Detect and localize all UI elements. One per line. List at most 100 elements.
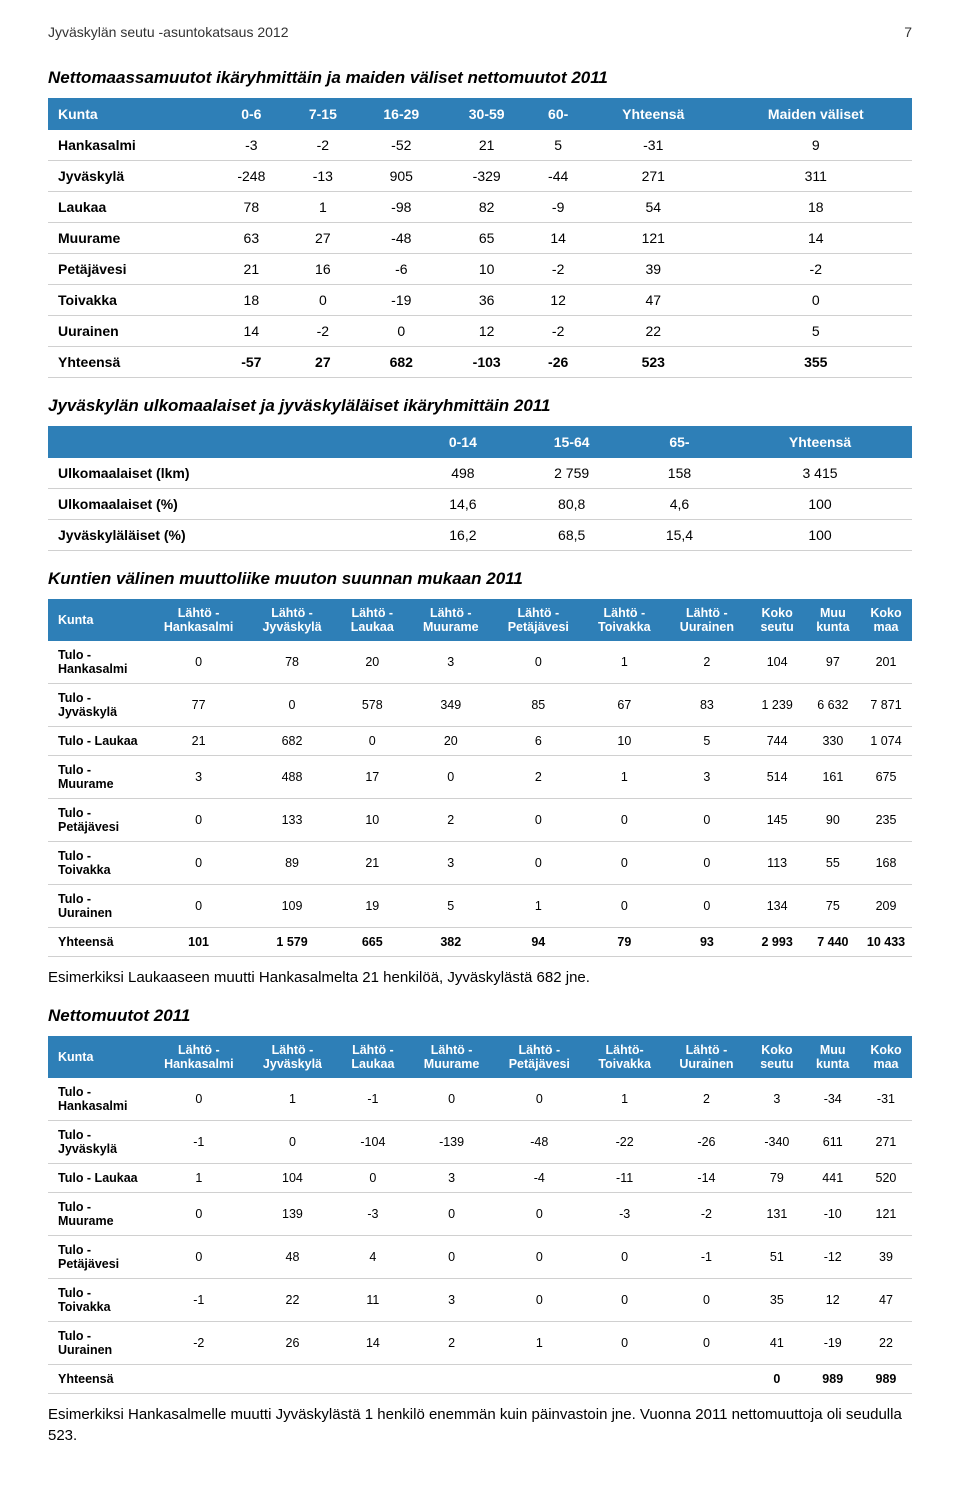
- column-header: 60-: [529, 98, 587, 130]
- table-cell: -57: [216, 347, 288, 378]
- table-cell: 54: [587, 192, 720, 223]
- column-header: Lähtö - Muurame: [409, 1036, 494, 1078]
- table-cell: 3: [408, 641, 493, 684]
- table-cell: 0: [665, 885, 748, 928]
- table-cell: 16,2: [413, 520, 512, 551]
- table-cell: 0: [248, 684, 336, 727]
- table-cell: 63: [216, 223, 288, 254]
- table-cell: -19: [806, 1322, 860, 1365]
- table-cell: 488: [248, 756, 336, 799]
- table-cell: 47: [587, 285, 720, 316]
- table-cell: 3: [409, 1164, 494, 1193]
- column-header: Lähtö - Muurame: [408, 599, 493, 641]
- table-cell: 161: [806, 756, 860, 799]
- table-cell: 0: [149, 1078, 248, 1121]
- table-cell: Tulo - Petäjävesi: [48, 1236, 149, 1279]
- table-cell: 14: [529, 223, 587, 254]
- table-cell: 3: [665, 756, 748, 799]
- table-cell: Muurame: [48, 223, 216, 254]
- table-cell: 675: [860, 756, 912, 799]
- table-cell: 0: [493, 641, 583, 684]
- table-cell: -103: [444, 347, 529, 378]
- table-cell: -9: [529, 192, 587, 223]
- section3-caption: Esimerkiksi Laukaaseen muutti Hankasalme…: [48, 967, 912, 988]
- table-row: Muurame6327-48651412114: [48, 223, 912, 254]
- table-cell: 79: [583, 928, 665, 957]
- table-cell: -13: [287, 161, 359, 192]
- table-cell: 131: [748, 1193, 805, 1236]
- table-cell: 905: [359, 161, 444, 192]
- table-cell: 3 415: [728, 458, 912, 489]
- table-nettomuutot: KuntaLähtö - HankasalmiLähtö - Jyväskylä…: [48, 1036, 912, 1394]
- table-total-row: Yhteensä0989989: [48, 1365, 912, 1394]
- table-cell: -98: [359, 192, 444, 223]
- section4-title: Nettomuutot 2011: [48, 1006, 912, 1026]
- table-cell: 0: [493, 842, 583, 885]
- column-header: Yhteensä: [728, 426, 912, 458]
- table-cell: 0: [748, 1365, 805, 1394]
- table-cell: -11: [585, 1164, 665, 1193]
- table-cell: 20: [408, 727, 493, 756]
- table-row: Tulo - Hankasalmi01-100123-34-31: [48, 1078, 912, 1121]
- table-cell: 1: [585, 1078, 665, 1121]
- column-header: Kunta: [48, 1036, 149, 1078]
- table-cell: 0: [583, 885, 665, 928]
- section2-title: Jyväskylän ulkomaalaiset ja jyväskyläläi…: [48, 396, 912, 416]
- table-cell: 21: [216, 254, 288, 285]
- table-nettomaassamuutot: Kunta0-67-1516-2930-5960-YhteensäMaiden …: [48, 98, 912, 378]
- table-cell: 498: [413, 458, 512, 489]
- table-cell: 104: [749, 641, 806, 684]
- table-cell: 113: [749, 842, 806, 885]
- table-cell: Jyväskylä: [48, 161, 216, 192]
- table-cell: 12: [806, 1279, 860, 1322]
- table-cell: Ulkomaalaiset (%): [48, 489, 413, 520]
- table-cell: -48: [494, 1121, 585, 1164]
- table-cell: 0: [149, 1236, 248, 1279]
- table-cell: -26: [665, 1121, 749, 1164]
- table-cell: 1: [248, 1078, 336, 1121]
- table-cell: 1 074: [860, 727, 912, 756]
- table-cell: Tulo - Uurainen: [48, 1322, 149, 1365]
- column-header: Lähtö - Petäjävesi: [494, 1036, 585, 1078]
- table-cell: Hankasalmi: [48, 130, 216, 161]
- column-header: Lähtö - Toivakka: [583, 599, 665, 641]
- table-row: Laukaa781-9882-95418: [48, 192, 912, 223]
- table-row: Toivakka180-193612470: [48, 285, 912, 316]
- table-cell: [585, 1365, 665, 1394]
- table-cell: 0: [149, 885, 248, 928]
- table-cell: Toivakka: [48, 285, 216, 316]
- table-row: Jyväskyläläiset (%)16,268,515,4100: [48, 520, 912, 551]
- table-cell: 100: [728, 520, 912, 551]
- table-cell: 1: [494, 1322, 585, 1365]
- table-cell: 14: [216, 316, 288, 347]
- table-cell: 520: [860, 1164, 912, 1193]
- table-cell: 22: [248, 1279, 336, 1322]
- table-cell: -2: [529, 254, 587, 285]
- table-cell: 26: [248, 1322, 336, 1365]
- table-cell: Yhteensä: [48, 1365, 149, 1394]
- table-row: Tulo - Toivakka-122113000351247: [48, 1279, 912, 1322]
- table-cell: 16: [287, 254, 359, 285]
- column-header: Lähtö - Laukaa: [337, 1036, 409, 1078]
- column-header: Kunta: [48, 599, 149, 641]
- section4-caption: Esimerkiksi Hankasalmelle muutti Jyväsky…: [48, 1404, 912, 1446]
- table-cell: 10: [583, 727, 665, 756]
- table-cell: 3: [149, 756, 248, 799]
- table-cell: 2: [409, 1322, 494, 1365]
- table-cell: 145: [749, 799, 806, 842]
- table-cell: 0: [494, 1193, 585, 1236]
- table-cell: Tulo - Hankasalmi: [48, 1078, 149, 1121]
- table-cell: 12: [529, 285, 587, 316]
- column-header: Lähtö - Petäjävesi: [493, 599, 583, 641]
- section3-title: Kuntien välinen muuttoliike muuton suunn…: [48, 569, 912, 589]
- table-row: Tulo - Muurame0139-300-3-2131-10121: [48, 1193, 912, 1236]
- section1-title: Nettomaassamuutot ikäryhmittäin ja maide…: [48, 68, 912, 88]
- table-cell: 682: [359, 347, 444, 378]
- table-cell: 41: [748, 1322, 805, 1365]
- table-cell: -19: [359, 285, 444, 316]
- table-cell: Tulo - Toivakka: [48, 842, 149, 885]
- table-cell: 35: [748, 1279, 805, 1322]
- table-row: Hankasalmi-3-2-52215-319: [48, 130, 912, 161]
- table-cell: 1 579: [248, 928, 336, 957]
- table-ulkomaalaiset: 0-1415-6465-Yhteensä Ulkomaalaiset (lkm)…: [48, 426, 912, 551]
